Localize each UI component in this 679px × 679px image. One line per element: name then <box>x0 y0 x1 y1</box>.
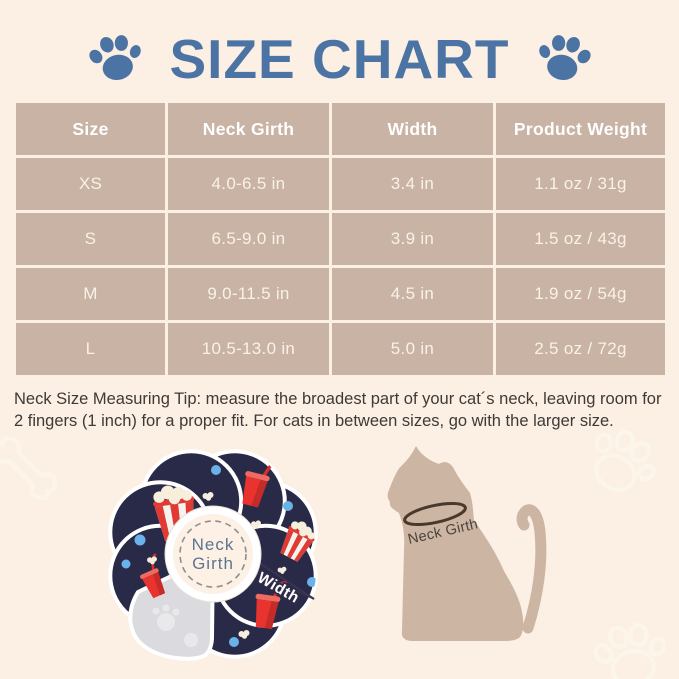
cat-collar-line <box>403 501 467 527</box>
size-table: Size Neck Girth Width Product Weight XS … <box>16 103 665 375</box>
table-cell: XS <box>16 158 165 210</box>
table-cell: 2.5 oz / 72g <box>496 323 665 375</box>
collar-illustration: Width Neck Girth <box>108 449 318 661</box>
collar-neck-hole: Neck Girth <box>164 505 262 603</box>
table-cell: S <box>16 213 165 265</box>
table-cell: 1.1 oz / 31g <box>496 158 665 210</box>
collar-pattern <box>121 453 316 647</box>
table-cell: 1.9 oz / 54g <box>496 268 665 320</box>
table-cell: 3.4 in <box>332 158 493 210</box>
page-title: SIZE CHART <box>169 27 510 90</box>
paw-icon <box>83 28 148 86</box>
cat-tail <box>516 504 547 634</box>
measuring-tip: Neck Size Measuring Tip: measure the bro… <box>14 389 669 432</box>
table-cell: 3.9 in <box>332 213 493 265</box>
paw-outline-icon <box>578 420 664 506</box>
table-cell: 6.5-9.0 in <box>168 213 329 265</box>
column-header-size: Size <box>16 103 165 155</box>
header: SIZE CHART <box>0 20 679 98</box>
table-cell: 4.5 in <box>332 268 493 320</box>
column-header-width: Width <box>332 103 493 155</box>
table-cell: M <box>16 268 165 320</box>
measuring-tip-line1: Neck Size Measuring Tip: measure the bro… <box>14 390 662 408</box>
table-cell: 1.5 oz / 43g <box>496 213 665 265</box>
paw-icon <box>531 28 596 86</box>
collar-neck-label-line2: Girth <box>192 554 234 573</box>
table-cell: 5.0 in <box>332 323 493 375</box>
column-header-girth: Neck Girth <box>168 103 329 155</box>
measuring-tip-line2: 2 fingers (1 inch) for a proper fit. For… <box>14 411 614 430</box>
cat-illustration: Neck Girth <box>387 446 547 641</box>
dot-pattern <box>121 465 316 647</box>
cat-silhouette <box>387 446 524 641</box>
column-header-weight: Product Weight <box>496 103 665 155</box>
table-cell: 9.0-11.5 in <box>168 268 329 320</box>
collar-neck-label-line1: Neck <box>192 535 235 554</box>
bone-icon <box>0 435 58 501</box>
paw-outline-icon <box>586 612 676 679</box>
table-cell: 4.0-6.5 in <box>168 158 329 210</box>
table-cell: 10.5-13.0 in <box>168 323 329 375</box>
table-cell: L <box>16 323 165 375</box>
